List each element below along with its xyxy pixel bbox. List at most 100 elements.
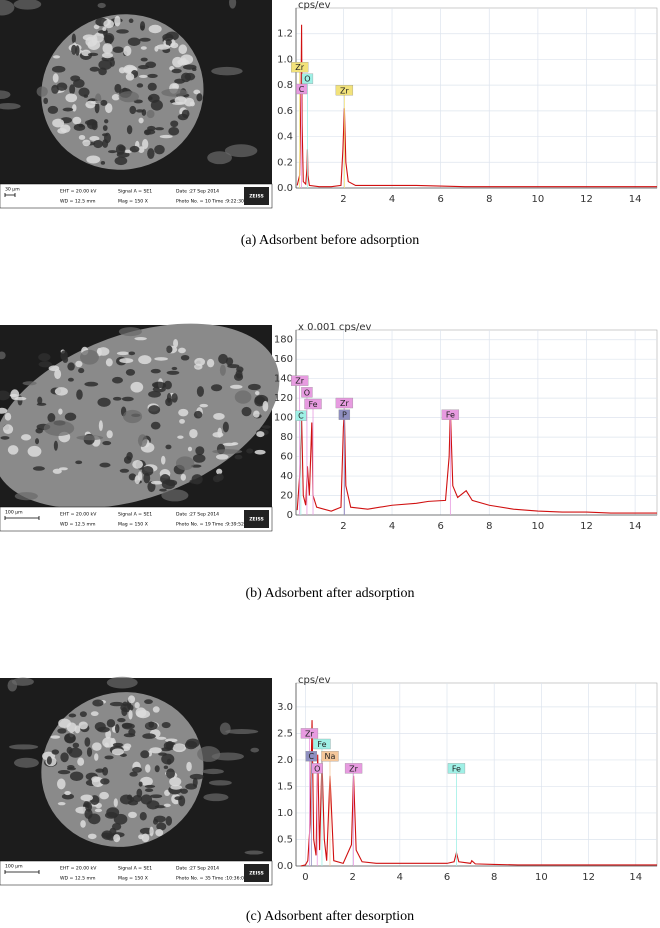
sem-pore xyxy=(192,454,206,463)
sem-pore xyxy=(129,105,137,115)
sem-pore xyxy=(115,144,126,155)
sem-debris xyxy=(211,66,243,76)
annotation-box xyxy=(300,728,319,739)
sem-pore xyxy=(73,123,86,131)
sem-pore xyxy=(136,83,144,88)
sem-info-photo: Photo No. = 10 xyxy=(176,199,211,205)
sem-debris xyxy=(203,793,229,802)
sem-pore xyxy=(141,465,154,476)
sem-debris xyxy=(212,449,243,454)
sem-pore xyxy=(57,769,71,775)
sem-pore xyxy=(71,44,77,55)
x-tick-label: 6 xyxy=(444,872,450,883)
sem-pore xyxy=(35,438,40,445)
sem-pore xyxy=(154,127,164,131)
sem-pore xyxy=(100,99,108,106)
sem-pore xyxy=(84,808,93,819)
annotation-box xyxy=(313,738,331,750)
sem-pore xyxy=(138,355,152,365)
sem-pore xyxy=(123,45,132,56)
sem-debris xyxy=(43,420,75,436)
sem-pore xyxy=(147,82,157,91)
sem-pore xyxy=(106,719,116,728)
sem-pore xyxy=(180,72,191,83)
sem-pore xyxy=(128,811,137,819)
sem-pore xyxy=(178,795,186,807)
y-tick-label: 1.5 xyxy=(277,781,293,792)
sem-pore xyxy=(72,104,77,112)
sem-pore xyxy=(210,384,223,392)
sem-pore xyxy=(0,390,11,401)
sem-pore xyxy=(27,445,42,457)
sem-pore xyxy=(150,480,164,485)
sem-pore xyxy=(178,408,189,417)
sem-pore xyxy=(172,101,186,106)
sem-pore xyxy=(86,155,101,164)
sem-image: 100 µm EHT = 20.00 kV WD = 12.5 mm Signal A… xyxy=(0,676,273,886)
sem-pore xyxy=(189,101,195,107)
spectrum-line xyxy=(296,24,657,188)
sem-debris xyxy=(79,349,99,365)
x-tick-label: 2 xyxy=(340,194,346,205)
sem-debris xyxy=(161,88,188,97)
x-tick-label: 2 xyxy=(340,521,346,532)
sem-pore xyxy=(114,15,121,27)
sem-pore xyxy=(151,381,166,389)
sem-pore xyxy=(127,37,141,46)
sem-pore xyxy=(57,728,67,734)
x-tick-label: 4 xyxy=(397,872,403,883)
sem-pore xyxy=(169,777,182,787)
sem-pore xyxy=(38,361,52,368)
annotation-box xyxy=(295,410,307,421)
sem-pore xyxy=(113,813,128,825)
sem-pore xyxy=(66,722,77,733)
annotation-label: P xyxy=(342,411,347,420)
sem-pore xyxy=(60,124,71,133)
x-tick-label: 12 xyxy=(582,872,595,883)
x-tick-label: 14 xyxy=(629,872,642,883)
x-tick-label: 4 xyxy=(389,194,395,205)
sem-pore xyxy=(102,133,108,137)
spectrum-line xyxy=(300,720,657,867)
sem-pore xyxy=(148,390,161,398)
sem-scale-label: 100 µm xyxy=(5,510,23,516)
sem-pore xyxy=(93,24,100,30)
sem-pore xyxy=(101,52,114,59)
sem-pore xyxy=(91,742,102,751)
sem-pore xyxy=(222,421,229,433)
sem-pore xyxy=(46,756,52,765)
sem-pore xyxy=(116,29,129,34)
sem-pore xyxy=(178,44,188,55)
sem-pore xyxy=(135,707,147,718)
sem-image: 100 µm EHT = 20.00 kV WD = 12.5 mm Signal A… xyxy=(0,323,280,532)
annotation-box xyxy=(301,387,313,398)
x-tick-label: 12 xyxy=(580,194,593,205)
annotation-label: Zr xyxy=(295,377,304,386)
sem-pore xyxy=(156,822,167,831)
caption: (c) Adsorbent after desorption xyxy=(246,909,414,924)
sem-pore xyxy=(111,822,122,831)
sem-pore xyxy=(213,412,225,420)
sem-pore xyxy=(82,34,96,41)
sem-debris xyxy=(225,729,259,735)
sem-pore xyxy=(94,102,100,114)
sem-debris xyxy=(234,390,252,404)
sem-pore xyxy=(149,747,162,754)
sem-info-mag: Mag = 150 X xyxy=(118,876,148,882)
sem-pore xyxy=(128,351,136,356)
sem-pore xyxy=(140,46,147,50)
sem-debris xyxy=(229,0,237,9)
sem-pore xyxy=(87,39,101,51)
sem-debris xyxy=(175,456,195,471)
y-unit-label: x 0.001 cps/ev xyxy=(298,322,371,333)
sem-pore xyxy=(147,148,155,160)
sem-pore xyxy=(162,33,174,42)
sem-info-eht: EHT = 20.00 kV xyxy=(60,866,97,872)
sem-pore xyxy=(166,768,175,779)
sem-pore xyxy=(102,139,109,148)
sem-debris xyxy=(13,757,39,768)
sem-pore xyxy=(181,109,190,119)
sem-pore xyxy=(64,733,76,744)
sem-pore xyxy=(168,127,180,136)
sem-pore xyxy=(132,795,142,803)
